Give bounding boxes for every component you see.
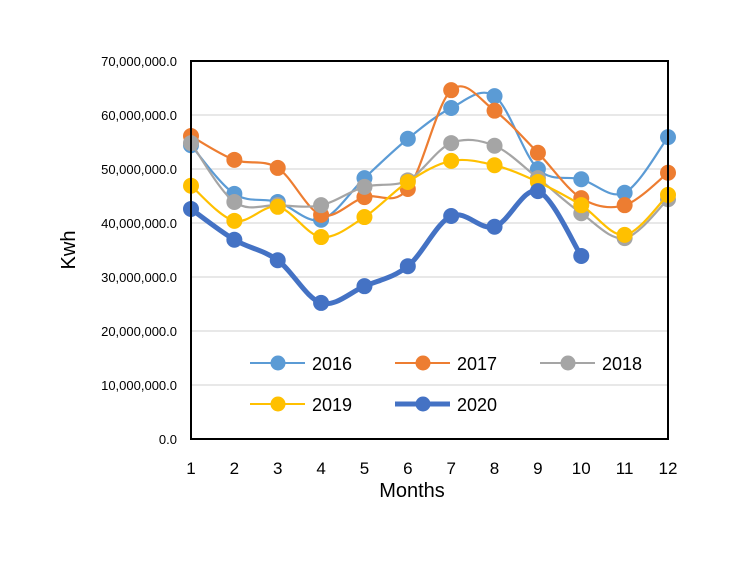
data-point bbox=[573, 171, 590, 188]
data-point bbox=[486, 157, 503, 174]
legend-item-2017: 2017 bbox=[395, 354, 497, 374]
data-point bbox=[616, 197, 633, 214]
y-tick-label: 30,000,000.0 bbox=[101, 270, 177, 285]
legend-label: 2016 bbox=[312, 354, 352, 374]
series-line-2020 bbox=[188, 188, 584, 307]
data-point bbox=[313, 294, 330, 311]
y-tick-label: 70,000,000.0 bbox=[101, 54, 177, 69]
legend-label: 2018 bbox=[602, 354, 642, 374]
x-tick-label: 10 bbox=[572, 459, 591, 478]
legend-label: 2019 bbox=[312, 395, 352, 415]
data-point bbox=[529, 183, 546, 200]
y-tick-label: 20,000,000.0 bbox=[101, 324, 177, 339]
legend-label: 2020 bbox=[457, 395, 497, 415]
data-point bbox=[226, 212, 243, 229]
data-point bbox=[269, 159, 286, 176]
data-point bbox=[226, 193, 243, 210]
x-axis-title: Months bbox=[379, 480, 445, 502]
data-point bbox=[486, 102, 503, 119]
data-point bbox=[226, 151, 243, 168]
x-tick-label: 4 bbox=[316, 459, 325, 478]
data-point bbox=[443, 82, 460, 99]
y-tick-label: 40,000,000.0 bbox=[101, 216, 177, 231]
data-point bbox=[399, 130, 416, 147]
y-tick-label: 10,000,000.0 bbox=[101, 378, 177, 393]
data-point bbox=[399, 258, 416, 275]
x-tick-label: 7 bbox=[446, 459, 455, 478]
data-point bbox=[313, 229, 330, 246]
data-point bbox=[356, 209, 373, 226]
x-tick-label: 8 bbox=[490, 459, 499, 478]
series-line-2016 bbox=[189, 91, 670, 222]
x-tick-label: 11 bbox=[616, 459, 634, 478]
data-point bbox=[443, 135, 460, 152]
legend: 2016 2017 2018 2019 2020 bbox=[250, 354, 642, 415]
data-point bbox=[443, 152, 460, 169]
data-point bbox=[529, 144, 546, 161]
series-line-2017 bbox=[189, 85, 670, 217]
data-point bbox=[356, 178, 373, 195]
legend-item-2018: 2018 bbox=[540, 354, 642, 374]
data-point bbox=[486, 137, 503, 154]
x-tick-label: 5 bbox=[360, 459, 369, 478]
x-tick-label: 12 bbox=[659, 459, 678, 478]
data-point bbox=[399, 173, 416, 190]
axes bbox=[190, 60, 669, 440]
y-tick-label: 0.0 bbox=[159, 432, 177, 447]
series-layer bbox=[183, 82, 676, 311]
data-point bbox=[573, 247, 590, 264]
x-tick-label: 9 bbox=[533, 459, 542, 478]
series-2020 bbox=[183, 183, 590, 311]
data-point bbox=[443, 207, 460, 224]
x-tick-label: 3 bbox=[273, 459, 282, 478]
legend-marker bbox=[560, 355, 576, 371]
data-point bbox=[486, 218, 503, 235]
x-tick-labels: 1 2 3 4 5 6 7 8 9 10 11 12 bbox=[186, 459, 677, 478]
series-2017 bbox=[183, 82, 676, 223]
x-tick-label: 6 bbox=[403, 459, 412, 478]
data-point bbox=[616, 226, 633, 243]
x-tick-label: 1 bbox=[186, 459, 195, 478]
data-point bbox=[269, 252, 286, 269]
y-tick-labels: 0.0 10,000,000.0 20,000,000.0 30,000,000.0 4… bbox=[101, 54, 177, 447]
data-point bbox=[269, 198, 286, 215]
data-point bbox=[486, 88, 503, 105]
y-tick-label: 60,000,000.0 bbox=[101, 108, 177, 123]
x-tick-label: 2 bbox=[230, 459, 239, 478]
legend-item-2020: 2020 bbox=[395, 395, 497, 415]
legend-marker bbox=[270, 355, 286, 371]
y-axis-title: Kwh bbox=[58, 231, 80, 270]
legend-label: 2017 bbox=[457, 354, 497, 374]
legend-marker bbox=[270, 396, 286, 412]
data-point bbox=[226, 231, 243, 248]
data-point bbox=[313, 197, 330, 214]
data-point bbox=[616, 184, 633, 201]
legend-marker bbox=[415, 396, 431, 412]
legend-item-2016: 2016 bbox=[250, 354, 352, 374]
data-point bbox=[356, 278, 373, 295]
legend-marker bbox=[415, 355, 431, 371]
data-point bbox=[443, 99, 460, 116]
plot-area-border bbox=[190, 60, 669, 440]
data-point bbox=[573, 197, 590, 214]
y-tick-label: 50,000,000.0 bbox=[101, 162, 177, 177]
legend-item-2019: 2019 bbox=[250, 395, 352, 415]
